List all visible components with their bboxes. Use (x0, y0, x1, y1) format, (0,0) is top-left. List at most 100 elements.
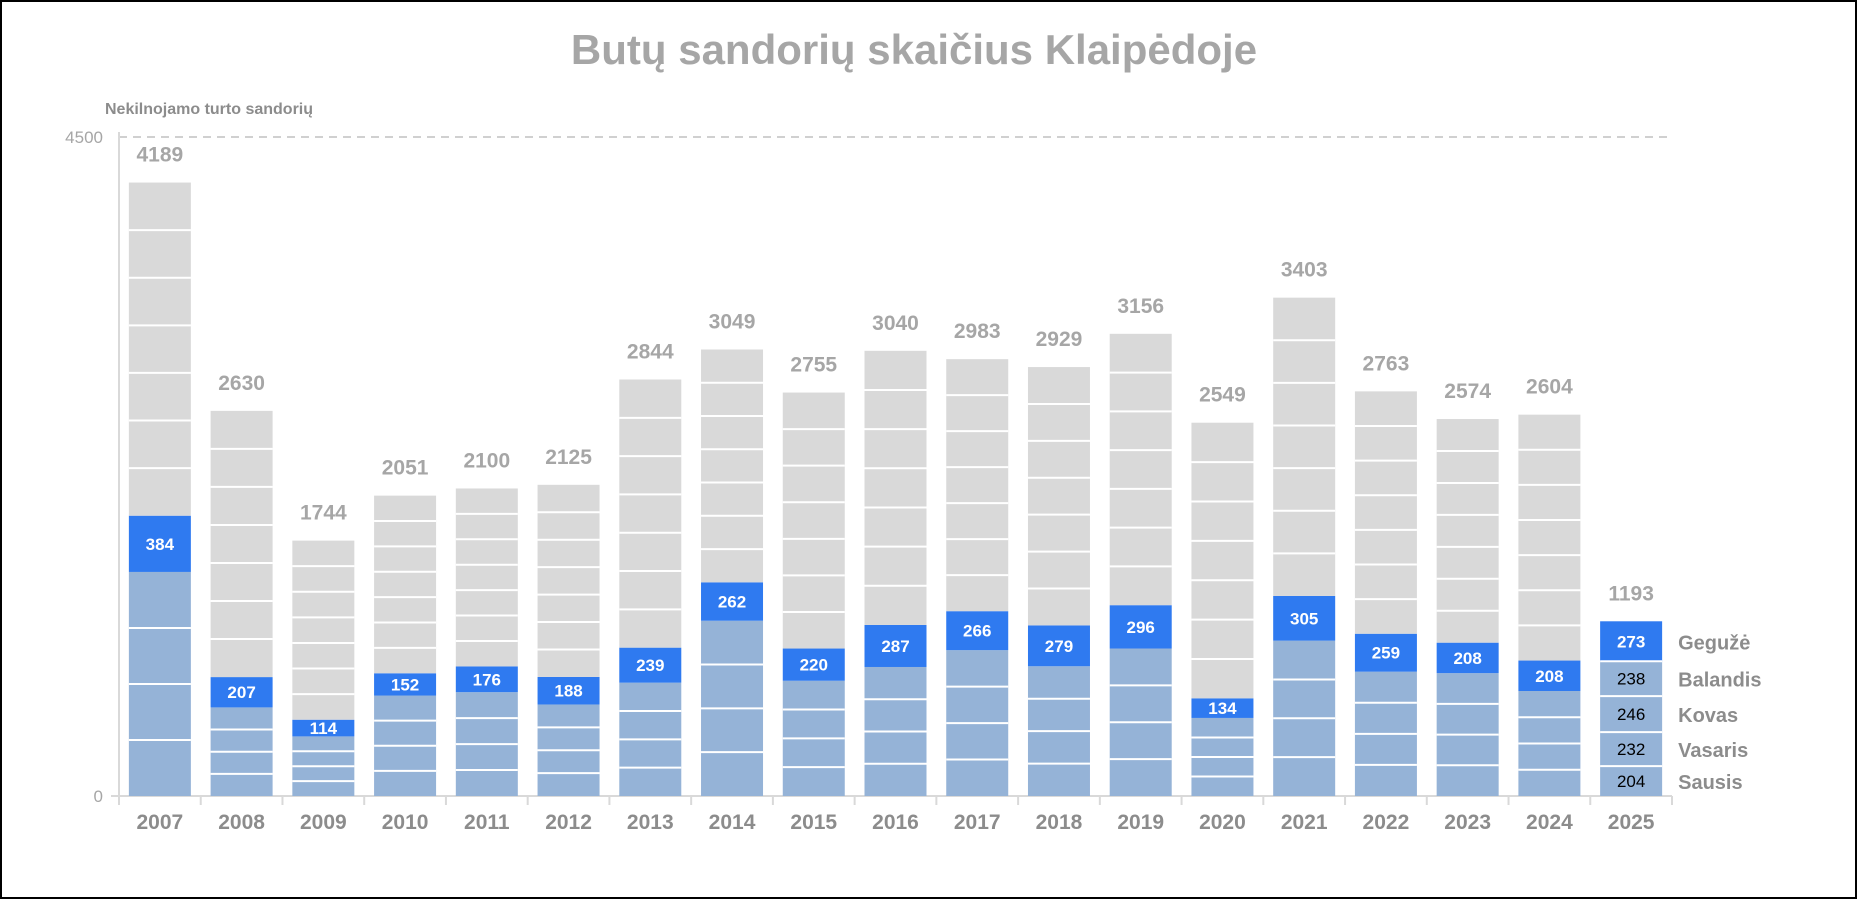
bar-segment-jun-dec (1273, 297, 1336, 596)
bar-segment-may (1436, 642, 1499, 674)
data-label: 208 (1453, 649, 1481, 668)
y-tick-label: 0 (94, 787, 103, 806)
bar-segment-may (864, 624, 927, 667)
total-label: 2630 (218, 372, 265, 395)
bar-segment-gegužė (1600, 621, 1663, 662)
bar-segment-may (1354, 633, 1417, 672)
bar-segment-jun-dec (1109, 333, 1172, 606)
data-label: 134 (1208, 699, 1237, 718)
month-label: Kovas (1678, 705, 1738, 727)
data-label: 188 (554, 682, 582, 701)
total-label: 2983 (954, 320, 1001, 343)
x-tick-label: 2021 (1281, 811, 1328, 834)
data-label: 207 (227, 683, 255, 702)
total-label: 2100 (463, 449, 510, 472)
bar-segment-balandis (1600, 661, 1663, 697)
x-tick-label: 2017 (954, 811, 1001, 834)
total-label: 2125 (545, 446, 592, 469)
data-label: 232 (1617, 740, 1645, 759)
total-label: 3049 (709, 310, 756, 333)
x-tick-label: 2019 (1117, 811, 1164, 834)
bars (128, 182, 1663, 796)
bar-segment-jun-dec (1518, 414, 1581, 661)
x-tick-label: 2011 (464, 811, 510, 834)
data-label: 273 (1617, 632, 1645, 651)
x-tick-label: 2014 (709, 811, 756, 834)
bar-segment-may (782, 648, 845, 681)
bar-segment-may (128, 515, 191, 572)
bar-segment-jun-dec (946, 359, 1009, 612)
bar-segment-jun-dec (701, 349, 764, 583)
total-label: 1744 (300, 502, 347, 525)
total-label: 2549 (1199, 384, 1246, 407)
bar-segment-may (1273, 595, 1336, 641)
data-label: 220 (800, 656, 828, 675)
x-tick-label: 2022 (1363, 811, 1410, 834)
data-label: 204 (1617, 772, 1645, 791)
data-label: 152 (391, 675, 419, 694)
x-tick-label: 2023 (1444, 811, 1491, 834)
y-tick-label: 4500 (65, 128, 103, 147)
total-label: 3403 (1281, 259, 1328, 282)
month-label: Sausis (1678, 772, 1742, 794)
bar-segment-may (374, 673, 437, 696)
data-label: 259 (1372, 644, 1400, 663)
data-label: 239 (636, 656, 664, 675)
bar-segment-may (701, 582, 764, 621)
bar-segment-jun-dec (210, 410, 273, 678)
bar-segment-jun-dec (864, 350, 927, 625)
data-label: 296 (1127, 618, 1155, 637)
data-label: 287 (881, 637, 909, 656)
bar-segment-may (619, 647, 682, 683)
x-tick-label: 2024 (1526, 811, 1573, 834)
bar-segment-jun-dec (1191, 422, 1254, 699)
x-tick-label: 2007 (137, 811, 184, 834)
data-label: 246 (1617, 705, 1645, 724)
month-label: Vasaris (1678, 740, 1748, 762)
data-label: 262 (718, 593, 746, 612)
month-label: Balandis (1678, 670, 1761, 692)
bar-segment-may (1191, 698, 1254, 718)
bar-segment-jun-dec (537, 484, 600, 677)
x-tick-label: 2016 (872, 811, 919, 834)
labels: 384 4189 2007 207 2630 2008 114 1744 2009 152 2051… (137, 144, 1762, 834)
bar-segment-jun-dec (782, 392, 845, 649)
x-tick-label: 2020 (1199, 811, 1246, 834)
bar-segment-may (1518, 660, 1581, 691)
total-label: 4189 (137, 144, 184, 167)
data-label: 176 (473, 670, 501, 689)
bar-segment-may (1027, 625, 1090, 667)
data-label: 238 (1617, 670, 1645, 689)
x-tick-label: 2008 (218, 811, 265, 834)
x-tick-label: 2025 (1608, 811, 1655, 834)
total-label: 2929 (1036, 328, 1083, 351)
bar-segment-kovas (1600, 696, 1663, 733)
total-label: 2574 (1444, 380, 1491, 403)
month-label: Gegužė (1678, 632, 1750, 654)
total-label: 3040 (872, 312, 919, 335)
x-tick-label: 2009 (300, 811, 347, 834)
data-label: 279 (1045, 637, 1073, 656)
bar-segment-jun-dec (619, 379, 682, 648)
bar-segment-may (537, 676, 600, 705)
x-tick-label: 2015 (790, 811, 837, 834)
total-label: 2755 (790, 354, 837, 377)
data-label: 266 (963, 622, 991, 641)
data-label: 305 (1290, 609, 1318, 628)
total-label: 1193 (1608, 582, 1654, 605)
total-label: 3156 (1117, 295, 1164, 318)
bar-segment-jun-dec (1436, 419, 1499, 643)
total-label: 2604 (1526, 376, 1573, 399)
bar-segment-jun-dec (128, 182, 191, 516)
bar-segment-jun-dec (455, 488, 518, 667)
total-label: 2051 (382, 457, 429, 480)
bar-segment-may (292, 719, 355, 737)
data-label: 208 (1535, 667, 1563, 686)
bar-segment-may (455, 666, 518, 693)
data-label: 384 (146, 535, 175, 554)
x-tick-label: 2013 (627, 811, 674, 834)
y-axis-label: Nekilnojamo turto sandorių (105, 101, 313, 118)
bar-segment-jun-dec (1354, 391, 1417, 634)
bar-segment-sausis (1600, 766, 1663, 796)
